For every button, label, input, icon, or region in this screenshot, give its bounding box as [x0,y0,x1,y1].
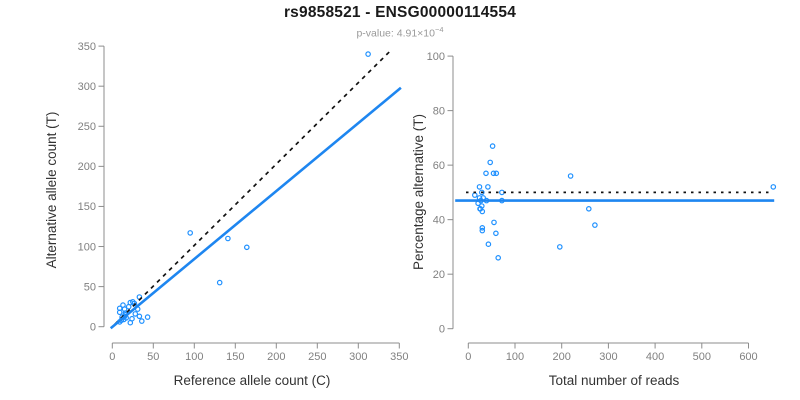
x-tick-label: 350 [390,351,408,363]
y-tick-label: 40 [433,214,445,226]
x-tick-label: 250 [308,351,326,363]
data-point [187,230,194,236]
x-tick-label: 150 [226,351,244,363]
y-tick-label: 60 [433,160,445,172]
x-tick-label: 200 [553,351,571,363]
x-tick-label: 500 [693,351,711,363]
data-point [479,208,486,215]
data-point [493,170,500,177]
data-point [491,219,497,226]
x-tick-label: 300 [599,351,617,363]
data-point [493,230,499,237]
x-tick-label: 0 [465,351,471,363]
y-tick-label: 50 [84,281,96,293]
data-point [139,318,145,324]
x-tick-label: 600 [739,351,757,363]
data-point [489,143,496,149]
data-point [495,254,502,261]
data-point [478,189,485,196]
identity-line [114,51,391,325]
data-point [585,206,592,212]
data-point [365,51,371,57]
x-axis-title: Reference allele count (C) [174,373,331,388]
y-axis-title: Percentage alternative (T) [411,114,426,270]
data-point [490,170,497,177]
x-tick-label: 400 [646,351,664,363]
y-tick-label: 20 [433,269,445,281]
data-point [770,184,777,190]
x-tick-label: 0 [109,351,115,363]
y-tick-label: 100 [78,241,96,253]
data-point [471,192,478,198]
y-tick-label: 200 [78,161,96,173]
y-tick-label: 0 [439,324,445,336]
y-tick-label: 300 [78,81,96,93]
x-tick-label: 100 [506,351,524,363]
data-point [479,225,486,231]
y-axis-title: Alternative allele count (T) [44,112,59,269]
data-point [485,184,491,190]
data-point [556,244,563,250]
y-tick-label: 100 [427,51,445,63]
data-point [499,189,505,196]
p-value-subtitle: p-value: 4.91×10−4 [0,25,800,40]
data-point [129,315,135,322]
y-tick-label: 150 [78,201,96,213]
p-value-text: p-value: 4.91×10 [356,27,435,40]
x-tick-label: 100 [185,351,203,363]
data-point [244,244,250,251]
figure-title: rs9858521 - ENSG00000114554 [283,4,517,21]
data-point [476,184,483,190]
data-point [485,241,492,248]
data-point [132,311,139,317]
data-point [216,279,223,286]
data-point [479,227,486,234]
p-value-exponent: −4 [434,25,444,34]
x-tick-label: 200 [267,351,285,363]
data-point [487,159,494,166]
y-tick-label: 0 [90,322,96,334]
y-tick-label: 350 [78,41,96,53]
y-tick-label: 250 [78,121,96,133]
data-point [592,222,598,228]
data-point [116,309,123,316]
data-point [225,235,231,242]
data-point [136,313,143,320]
data-point [144,314,151,320]
data-point [567,173,574,179]
data-point [483,170,489,177]
x-axis-title: Total number of reads [549,373,680,388]
x-tick-label: 300 [349,351,367,363]
y-tick-label: 80 [433,105,445,117]
fit-line [109,86,402,330]
x-tick-label: 50 [147,351,159,363]
